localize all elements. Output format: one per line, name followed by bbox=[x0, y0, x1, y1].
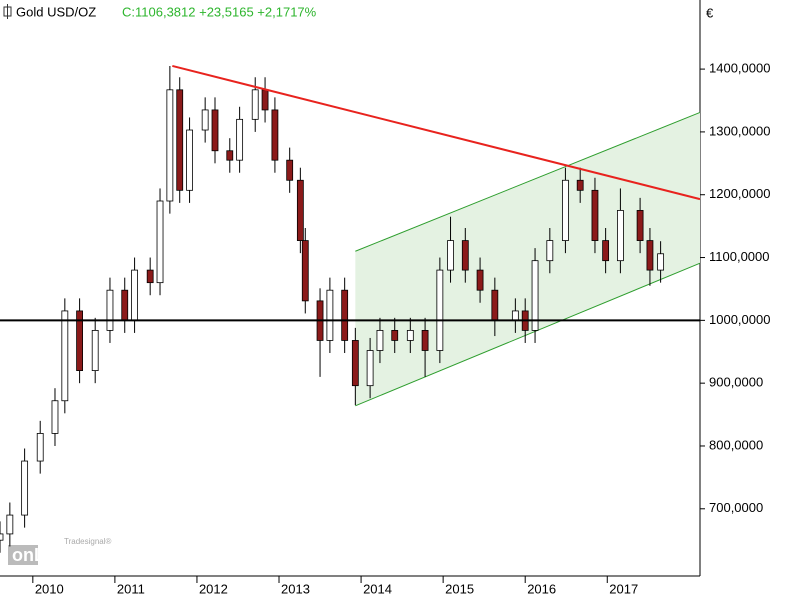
channel-upper bbox=[355, 111, 701, 252]
candle-body bbox=[531, 260, 539, 331]
x-tick-label: 2010 bbox=[35, 581, 64, 596]
candle-body bbox=[106, 289, 114, 331]
candle-body bbox=[391, 329, 399, 341]
candle-body bbox=[406, 329, 414, 341]
candle-body bbox=[76, 310, 84, 371]
candle-body bbox=[211, 109, 219, 152]
candle-body bbox=[6, 514, 14, 535]
candle-body bbox=[296, 179, 304, 241]
candle-body bbox=[271, 109, 279, 161]
candle-body bbox=[461, 240, 469, 271]
x-tick-label: 2011 bbox=[117, 581, 145, 596]
x-tick-label: 2015 bbox=[445, 581, 474, 596]
candle-body bbox=[646, 240, 654, 271]
candle-body bbox=[121, 289, 129, 321]
candle-body bbox=[201, 109, 209, 131]
candle-body bbox=[491, 289, 499, 321]
candle-body bbox=[301, 240, 309, 302]
y-tick-label: 900,0000 bbox=[709, 375, 763, 390]
x-tick-label: 2012 bbox=[199, 581, 228, 596]
candle-body bbox=[61, 310, 69, 402]
candle-body bbox=[657, 253, 665, 271]
candle-body bbox=[476, 269, 484, 291]
candle-body bbox=[576, 179, 584, 191]
candle-body bbox=[366, 350, 374, 387]
candle-body bbox=[602, 240, 610, 262]
candle-body bbox=[447, 240, 454, 271]
y-tick-label: 1100,0000 bbox=[709, 249, 770, 264]
candle-body bbox=[51, 400, 59, 434]
candle-body bbox=[341, 289, 349, 341]
candle-body bbox=[36, 433, 44, 462]
logo-text: onLine bbox=[12, 545, 71, 565]
candle-body bbox=[226, 150, 234, 161]
logo-box bbox=[8, 545, 38, 565]
chart-subtitle: C:1106,3812 +23,5165 +2,1717% bbox=[122, 4, 317, 19]
trend-line bbox=[172, 64, 701, 201]
channel-lower bbox=[355, 262, 701, 407]
candle-body bbox=[176, 89, 184, 191]
candle-body bbox=[261, 89, 269, 111]
y-tick-label: 1200,0000 bbox=[709, 186, 770, 201]
y-tick-label: 1000,0000 bbox=[709, 312, 770, 327]
candle-body bbox=[286, 159, 294, 181]
candle-body bbox=[131, 269, 138, 321]
candle-body bbox=[376, 329, 384, 351]
x-tick-label: 2017 bbox=[609, 581, 638, 596]
candle-body bbox=[616, 210, 624, 262]
candle-body bbox=[421, 329, 429, 351]
y-tick-label: 1300,0000 bbox=[709, 123, 770, 138]
candle-body bbox=[0, 533, 4, 541]
candle-body bbox=[546, 240, 554, 262]
candle-body bbox=[251, 89, 259, 120]
candle-body bbox=[91, 329, 99, 371]
logo-brand: Tradesignal® bbox=[64, 537, 112, 546]
candle-body bbox=[146, 269, 154, 284]
candle-body bbox=[636, 210, 644, 241]
y-tick-label: 700,0000 bbox=[709, 500, 763, 515]
candle-body bbox=[326, 289, 334, 341]
y-tick-label: 800,0000 bbox=[709, 437, 763, 452]
candle-body bbox=[236, 118, 244, 161]
candle-body bbox=[351, 340, 359, 387]
x-tick-label: 2016 bbox=[527, 581, 556, 596]
candle-body bbox=[562, 179, 569, 241]
x-tick-label: 2013 bbox=[281, 581, 310, 596]
y-unit: € bbox=[706, 5, 714, 20]
candle-body bbox=[186, 129, 193, 191]
y-tick-label: 1400,0000 bbox=[709, 61, 770, 76]
candle-body bbox=[166, 89, 174, 202]
candle-body bbox=[21, 460, 29, 516]
x-tick-label: 2014 bbox=[363, 581, 392, 596]
candle-body bbox=[436, 269, 444, 351]
candle-body bbox=[511, 310, 519, 321]
candle-body bbox=[591, 189, 599, 241]
candle-body bbox=[156, 200, 164, 284]
chart-title: Gold USD/OZ bbox=[16, 4, 96, 19]
